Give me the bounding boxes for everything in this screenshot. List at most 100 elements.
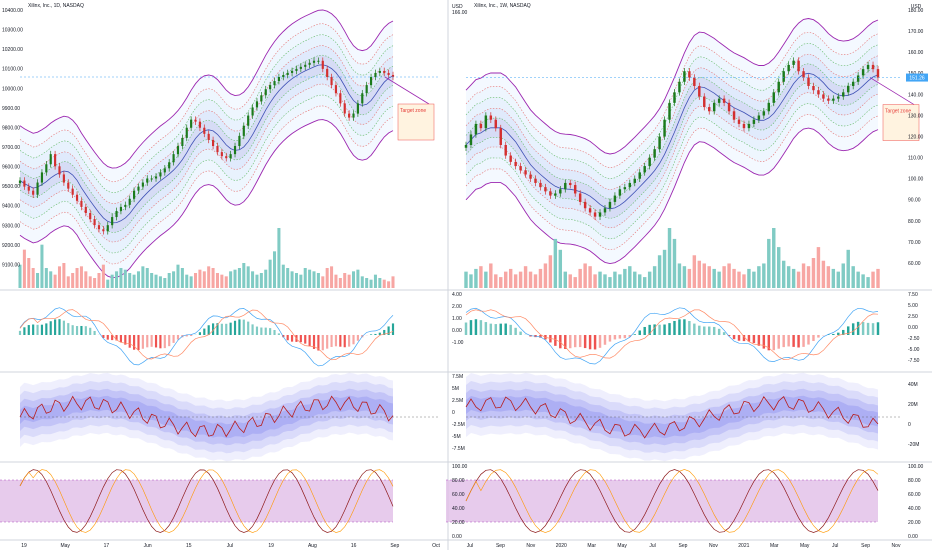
- volume-bar: [489, 263, 493, 288]
- candle-body: [356, 103, 359, 114]
- volume-bar: [330, 266, 334, 288]
- candle-body: [737, 119, 741, 124]
- volume-bar: [369, 279, 373, 288]
- volume-bar: [677, 263, 682, 288]
- macd-histogram-bar: [269, 328, 272, 335]
- volume-bar: [821, 260, 826, 288]
- volume-bar: [49, 271, 53, 288]
- macd-histogram-bar: [198, 332, 202, 335]
- volume-bar: [365, 278, 369, 288]
- macd-histogram-bar: [304, 335, 307, 344]
- time-tick: Jul: [649, 543, 655, 549]
- macd-histogram-bar: [159, 335, 162, 349]
- candle-body: [861, 69, 865, 76]
- volume-bar: [101, 264, 105, 288]
- candle-body: [203, 127, 206, 134]
- volume-bar: [662, 249, 667, 288]
- osc-tick: 40M: [908, 382, 918, 388]
- target-arrow: [869, 77, 915, 105]
- macd-tick: 0.00: [908, 325, 918, 331]
- macd-histogram-bar: [286, 335, 289, 341]
- macd-histogram-bar: [469, 320, 473, 335]
- target-zone-label: Target zone: [885, 109, 911, 115]
- volume-bar: [299, 274, 303, 288]
- candle-body: [658, 136, 661, 150]
- price-tick: 9500.00: [2, 184, 20, 190]
- candle-body: [339, 93, 342, 104]
- volume-bar: [702, 263, 706, 288]
- middle-osc-tick: -5M: [452, 434, 461, 440]
- candle-body: [106, 225, 109, 232]
- candle-body: [80, 200, 83, 207]
- band-line: [465, 53, 879, 191]
- volume-bar: [303, 268, 307, 288]
- volume-bar: [251, 271, 255, 288]
- candle-body: [172, 154, 175, 163]
- band-line: [465, 42, 879, 180]
- macd-histogram-bar: [564, 335, 567, 349]
- stoch-tick: 40.00: [908, 506, 921, 512]
- macd-histogram-bar: [693, 323, 696, 335]
- candle-body: [176, 146, 180, 155]
- price-tick: 180.00: [908, 8, 924, 14]
- volume-bar: [503, 271, 508, 288]
- candle-body: [474, 123, 478, 135]
- macd-histogram-bar: [861, 322, 865, 335]
- macd-histogram-bar: [93, 330, 96, 335]
- volume-bar: [553, 238, 558, 288]
- macd-histogram-bar: [742, 335, 746, 342]
- volume-bar: [801, 263, 806, 288]
- macd-histogram-bar: [837, 332, 840, 335]
- volume-bar: [202, 271, 206, 288]
- candle-body: [348, 113, 351, 118]
- candle-body: [673, 92, 676, 103]
- price-tick: 10300.00: [2, 28, 23, 34]
- candle-body: [365, 85, 368, 94]
- volume-bar: [312, 271, 316, 288]
- macd-histogram-bar: [494, 324, 498, 335]
- band-line: [19, 54, 394, 214]
- oscillator-line: [465, 396, 879, 439]
- volume-bar: [198, 269, 202, 288]
- candle-body: [146, 178, 149, 183]
- candle-body: [89, 212, 92, 220]
- macd-histogram-bar: [238, 319, 241, 335]
- macd-histogram-bar: [190, 335, 193, 337]
- volume-bar: [237, 268, 241, 288]
- volume-bar: [233, 269, 237, 288]
- macd-histogram-bar: [163, 335, 166, 349]
- time-tick: Nov: [526, 543, 535, 549]
- macd-histogram-bar: [737, 335, 741, 341]
- candle-body: [722, 98, 726, 103]
- macd-tick: 5.00: [908, 303, 918, 309]
- moving-average-line: [19, 64, 394, 224]
- volume-bar: [642, 277, 647, 288]
- band-line: [465, 127, 879, 265]
- middle-currency-label: USD: [452, 4, 463, 10]
- macd-histogram-bar: [154, 335, 158, 348]
- macd-histogram-bar: [648, 324, 651, 335]
- price-tick: 9600.00: [2, 165, 20, 171]
- volume-bar: [757, 266, 761, 288]
- time-tick: May: [800, 543, 810, 549]
- macd-histogram-bar: [618, 335, 622, 339]
- volume-bar: [215, 273, 219, 288]
- price-tick: 140.00: [908, 92, 924, 98]
- volume-bar: [321, 276, 325, 288]
- candle-body: [124, 204, 127, 207]
- volume-bar: [618, 274, 622, 288]
- band-line: [19, 45, 394, 205]
- candle-body: [387, 72, 390, 75]
- macd-histogram-bar: [146, 335, 149, 348]
- candle-body: [866, 64, 870, 70]
- macd-histogram-bar: [876, 322, 880, 335]
- macd-histogram-bar: [308, 335, 311, 347]
- time-tick: May: [617, 543, 627, 549]
- price-tick: 160.00: [908, 50, 924, 56]
- candle-body: [509, 155, 512, 162]
- candle-body: [141, 182, 144, 187]
- middle-osc-tick: -2.5M: [452, 422, 465, 428]
- macd-histogram-bar: [334, 335, 338, 347]
- candle-body: [133, 190, 136, 199]
